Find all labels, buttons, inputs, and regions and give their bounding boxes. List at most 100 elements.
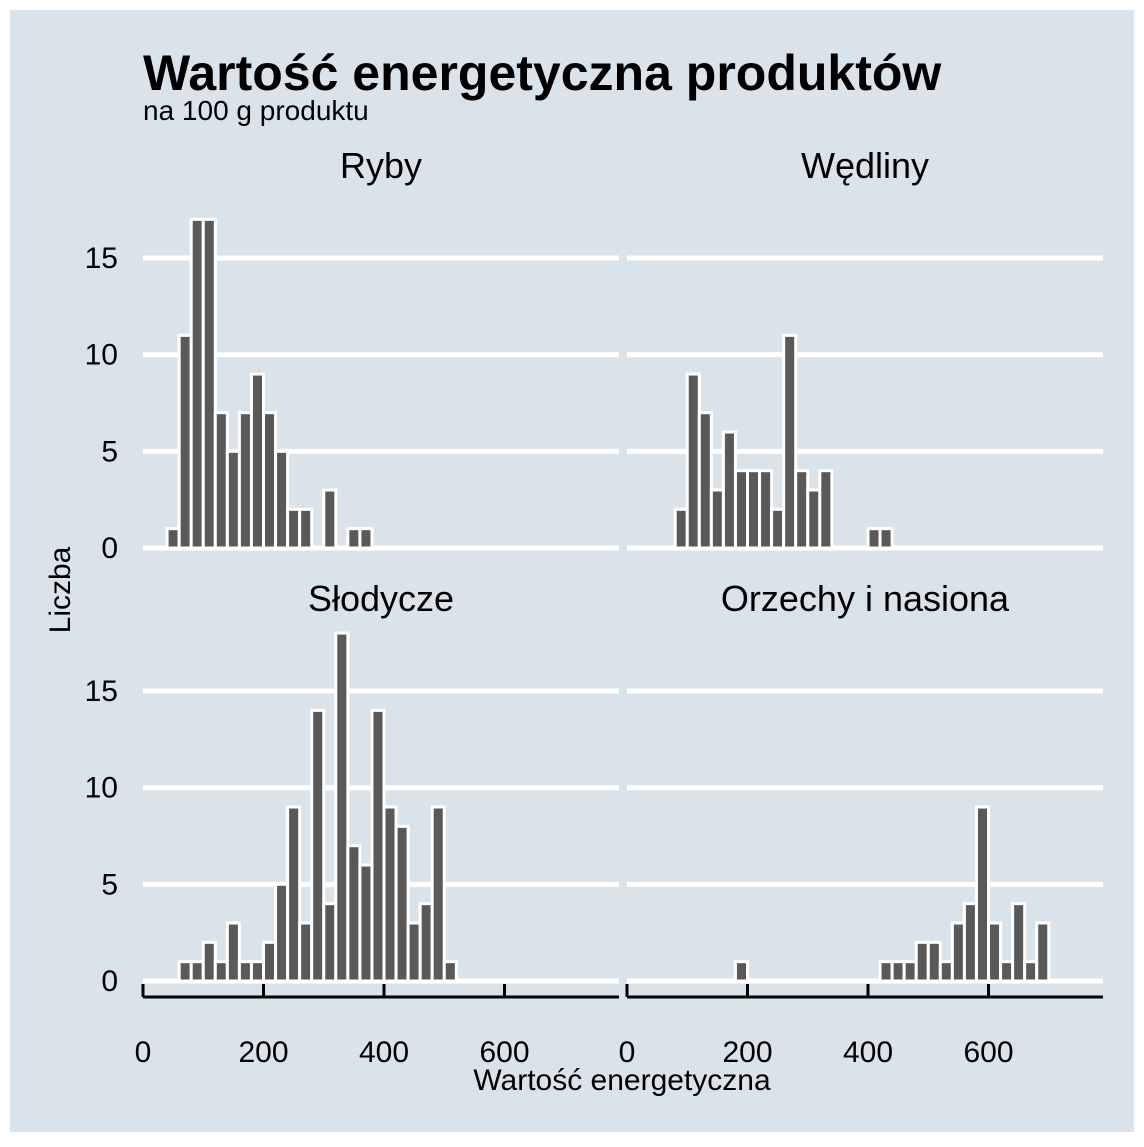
y-tick-label: 0 bbox=[101, 532, 118, 565]
histogram-bar bbox=[1035, 921, 1051, 983]
histogram-bar bbox=[201, 217, 217, 550]
y-tick-label: 5 bbox=[101, 435, 118, 468]
histogram-bar bbox=[878, 527, 894, 550]
histogram-bar bbox=[165, 527, 181, 550]
histogram-bar bbox=[201, 940, 217, 983]
histogram-bar bbox=[177, 333, 193, 550]
histogram-bar bbox=[733, 960, 750, 983]
histogram-bar bbox=[782, 333, 798, 550]
histogram-bar bbox=[987, 921, 1003, 983]
x-tick-label: 400 bbox=[843, 1036, 893, 1069]
chart-subtitle: na 100 g produktu bbox=[143, 95, 369, 126]
histogram-bar bbox=[274, 882, 290, 983]
histogram-bar bbox=[442, 960, 458, 983]
histogram-bar bbox=[902, 960, 918, 983]
histogram-bar bbox=[298, 921, 314, 983]
y-axis-label: Liczba bbox=[44, 546, 77, 633]
histogram-bar bbox=[770, 507, 786, 550]
histogram-bar bbox=[298, 507, 314, 550]
y-tick-label: 5 bbox=[101, 868, 118, 901]
chart-title: Wartość energetyczna produktów bbox=[143, 45, 941, 101]
histogram-bar bbox=[1023, 960, 1039, 983]
histogram-bar bbox=[962, 902, 978, 983]
histogram-bar bbox=[938, 960, 954, 983]
facet-panel: Wędliny bbox=[627, 145, 1103, 551]
histogram-bar bbox=[890, 960, 906, 983]
histogram-bar bbox=[866, 527, 882, 550]
histogram-bar bbox=[673, 507, 689, 550]
histogram-bar bbox=[697, 411, 713, 550]
x-tick-label: 600 bbox=[479, 1036, 529, 1069]
histogram-bar bbox=[914, 940, 930, 983]
histogram-bar bbox=[249, 372, 266, 550]
histogram-bar bbox=[286, 805, 302, 983]
histogram-bar bbox=[733, 469, 750, 550]
histogram-bar bbox=[213, 960, 229, 983]
histogram-bar bbox=[418, 902, 434, 983]
histogram-bar bbox=[225, 449, 241, 550]
histogram-bar bbox=[999, 960, 1015, 983]
y-tick-label: 0 bbox=[101, 965, 118, 998]
histogram-bar bbox=[709, 488, 725, 550]
histogram-bar bbox=[394, 824, 410, 983]
x-tick-label: 200 bbox=[722, 1036, 772, 1069]
histogram-bar bbox=[262, 411, 278, 550]
facet-strip-label: Wędliny bbox=[801, 145, 929, 186]
histogram-bar bbox=[1011, 902, 1027, 983]
histogram-bar bbox=[382, 805, 398, 983]
histogram-bar bbox=[177, 960, 193, 983]
facet-panel: Słodycze 0 5 10 15 0 200 400 600 bbox=[85, 578, 619, 1069]
histogram-bar bbox=[370, 708, 386, 983]
facet-panel: Orzechy i nasiona 0 200 400 600 bbox=[619, 578, 1103, 1069]
x-axis-label: Wartość energetyczna bbox=[473, 1064, 771, 1097]
x-tick-label: 400 bbox=[359, 1036, 409, 1069]
histogram-bar bbox=[286, 507, 302, 550]
histogram-bar bbox=[758, 469, 774, 550]
x-tick-label: 200 bbox=[238, 1036, 288, 1069]
histogram-bar bbox=[334, 631, 350, 983]
facet-panels: Ryby 0 5 10 15 Wędliny Słodycze 0 5 10 15 0 200 400 60… bbox=[85, 145, 1103, 1069]
histogram-bar bbox=[322, 902, 338, 983]
histogram-bar bbox=[950, 921, 966, 983]
facet-strip-label: Słodycze bbox=[308, 578, 454, 619]
histogram-bar bbox=[806, 488, 822, 550]
histogram-bar bbox=[237, 960, 253, 983]
y-tick-label: 15 bbox=[85, 675, 118, 708]
histogram-bar bbox=[878, 960, 894, 983]
histogram-bar bbox=[213, 411, 229, 550]
histogram-bar bbox=[685, 372, 701, 550]
y-tick-label: 10 bbox=[85, 772, 118, 805]
x-tick-label: 600 bbox=[963, 1036, 1013, 1069]
histogram-bar bbox=[974, 805, 991, 983]
histogram-bar bbox=[346, 527, 362, 550]
histogram-bar bbox=[322, 488, 338, 550]
histogram-bar bbox=[310, 708, 326, 983]
histogram-bar bbox=[249, 960, 266, 983]
histogram-bar bbox=[225, 921, 241, 983]
facet-panel: Ryby 0 5 10 15 bbox=[85, 145, 619, 565]
histogram-bar bbox=[189, 960, 205, 983]
histogram-bar bbox=[189, 217, 205, 550]
histogram-bar bbox=[794, 469, 810, 550]
facet-strip-label: Orzechy i nasiona bbox=[721, 578, 1010, 619]
histogram-bar bbox=[721, 430, 737, 550]
x-tick-label: 0 bbox=[135, 1036, 152, 1069]
histogram-bar bbox=[926, 940, 942, 983]
histogram-bar bbox=[818, 469, 834, 550]
histogram-bar bbox=[262, 940, 278, 983]
y-tick-label: 15 bbox=[85, 242, 118, 275]
histogram-bar bbox=[237, 411, 253, 550]
histogram-bar bbox=[346, 844, 362, 983]
y-tick-label: 10 bbox=[85, 339, 118, 372]
histogram-bar bbox=[358, 527, 374, 550]
histogram-bar bbox=[746, 469, 762, 550]
histogram-bar bbox=[430, 805, 446, 983]
plot-background bbox=[10, 10, 1134, 1132]
histogram-bar bbox=[358, 863, 374, 983]
histogram-bar bbox=[406, 921, 422, 983]
facet-strip-label: Ryby bbox=[340, 145, 422, 186]
x-tick-label: 0 bbox=[619, 1036, 636, 1069]
histogram-bar bbox=[274, 449, 290, 550]
